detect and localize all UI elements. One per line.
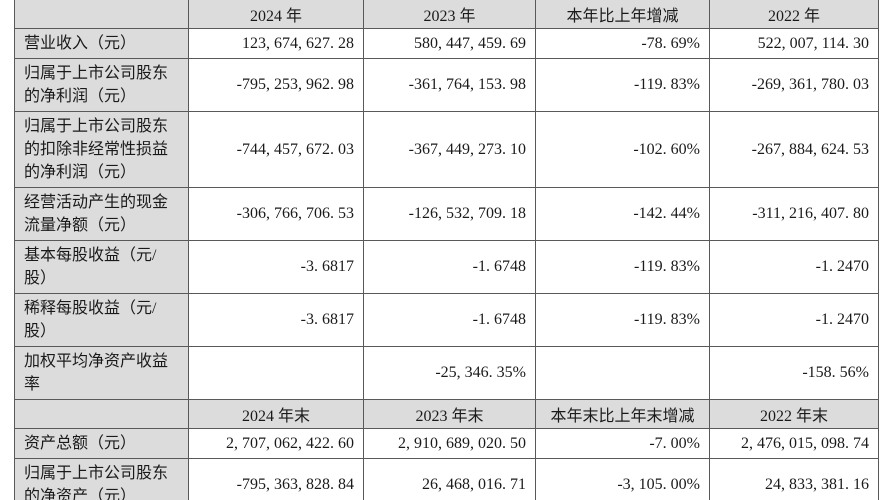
cell-operating-cash-flow-2024: -306, 766, 706. 53 [188, 187, 364, 241]
cell-operating-cash-flow-2023: -126, 532, 709. 18 [363, 187, 536, 241]
cell-diluted-eps-change: -119. 83% [535, 293, 710, 347]
cell-revenue-2022: 522, 007, 114. 30 [709, 28, 879, 59]
header-blank-annual [14, 0, 189, 29]
cell-deducted-net-profit-2024: -744, 457, 672. 03 [188, 111, 364, 188]
label-total-assets: 资产总额（元） [14, 428, 189, 459]
cell-deducted-net-profit-change: -102. 60% [535, 111, 710, 188]
cell-weighted-avg-roe-change [535, 346, 710, 400]
row-revenue: 营业收入（元） 123, 674, 627. 28 580, 447, 459.… [14, 28, 879, 59]
cell-net-profit-2023: -361, 764, 153. 98 [363, 58, 536, 112]
cell-weighted-avg-roe-2022: -158. 56% [709, 346, 879, 400]
cell-net-assets-2024: -795, 363, 828. 84 [188, 458, 364, 500]
cell-diluted-eps-2024: -3. 6817 [188, 293, 364, 347]
header-2024: 2024 年 [188, 0, 364, 29]
cell-basic-eps-2023: -1. 6748 [363, 240, 536, 294]
header-2024-yearend: 2024 年末 [188, 399, 364, 429]
label-diluted-eps: 稀释每股收益（元/股） [14, 293, 189, 347]
row-net-profit: 归属于上市公司股东的净利润（元） -795, 253, 962. 98 -361… [14, 58, 879, 112]
cell-basic-eps-change: -119. 83% [535, 240, 710, 294]
row-weighted-avg-roe: 加权平均净资产收益率 -25, 346. 35% -158. 56% [14, 346, 879, 400]
cell-weighted-avg-roe-2023: -25, 346. 35% [363, 346, 536, 400]
header-yoy-change: 本年比上年增减 [535, 0, 710, 29]
label-operating-cash-flow: 经营活动产生的现金流量净额（元） [14, 187, 189, 241]
label-deducted-net-profit: 归属于上市公司股东的扣除非经常性损益的净利润（元） [14, 111, 189, 188]
cell-net-assets-2023: 26, 468, 016. 71 [363, 458, 536, 500]
cell-basic-eps-2024: -3. 6817 [188, 240, 364, 294]
row-deducted-net-profit: 归属于上市公司股东的扣除非经常性损益的净利润（元） -744, 457, 672… [14, 111, 879, 188]
label-revenue: 营业收入（元） [14, 28, 189, 59]
cell-net-profit-change: -119. 83% [535, 58, 710, 112]
header-2023-yearend: 2023 年末 [363, 399, 536, 429]
label-net-profit: 归属于上市公司股东的净利润（元） [14, 58, 189, 112]
cell-revenue-2024: 123, 674, 627. 28 [188, 28, 364, 59]
cell-total-assets-2024: 2, 707, 062, 422. 60 [188, 428, 364, 459]
row-operating-cash-flow: 经营活动产生的现金流量净额（元） -306, 766, 706. 53 -126… [14, 187, 879, 241]
header-row-annual: 2024 年 2023 年 本年比上年增减 2022 年 [14, 0, 879, 29]
cell-revenue-2023: 580, 447, 459. 69 [363, 28, 536, 59]
cell-weighted-avg-roe-2024 [188, 346, 364, 400]
label-net-assets: 归属于上市公司股东的净资产（元） [14, 458, 189, 500]
cell-revenue-change: -78. 69% [535, 28, 710, 59]
row-basic-eps: 基本每股收益（元/股） -3. 6817 -1. 6748 -119. 83% … [14, 240, 879, 294]
header-yearend-change: 本年末比上年末增减 [535, 399, 710, 429]
cell-net-profit-2022: -269, 361, 780. 03 [709, 58, 879, 112]
cell-operating-cash-flow-change: -142. 44% [535, 187, 710, 241]
row-net-assets: 归属于上市公司股东的净资产（元） -795, 363, 828. 84 26, … [14, 458, 879, 500]
cell-deducted-net-profit-2022: -267, 884, 624. 53 [709, 111, 879, 188]
cell-net-assets-change: -3, 105. 00% [535, 458, 710, 500]
cell-net-assets-2022: 24, 833, 381. 16 [709, 458, 879, 500]
cell-diluted-eps-2023: -1. 6748 [363, 293, 536, 347]
cell-total-assets-2023: 2, 910, 689, 020. 50 [363, 428, 536, 459]
financial-summary-table: 2024 年 2023 年 本年比上年增减 2022 年 营业收入（元） 123… [14, 0, 879, 500]
header-2022: 2022 年 [709, 0, 879, 29]
header-row-yearend: 2024 年末 2023 年末 本年末比上年末增减 2022 年末 [14, 399, 879, 429]
cell-basic-eps-2022: -1. 2470 [709, 240, 879, 294]
header-blank-yearend [14, 399, 189, 429]
row-diluted-eps: 稀释每股收益（元/股） -3. 6817 -1. 6748 -119. 83% … [14, 293, 879, 347]
header-2023: 2023 年 [363, 0, 536, 29]
header-2022-yearend: 2022 年末 [709, 399, 879, 429]
cell-net-profit-2024: -795, 253, 962. 98 [188, 58, 364, 112]
cell-operating-cash-flow-2022: -311, 216, 407. 80 [709, 187, 879, 241]
label-weighted-avg-roe: 加权平均净资产收益率 [14, 346, 189, 400]
cell-diluted-eps-2022: -1. 2470 [709, 293, 879, 347]
cell-total-assets-change: -7. 00% [535, 428, 710, 459]
cell-total-assets-2022: 2, 476, 015, 098. 74 [709, 428, 879, 459]
row-total-assets: 资产总额（元） 2, 707, 062, 422. 60 2, 910, 689… [14, 428, 879, 459]
label-basic-eps: 基本每股收益（元/股） [14, 240, 189, 294]
cell-deducted-net-profit-2023: -367, 449, 273. 10 [363, 111, 536, 188]
